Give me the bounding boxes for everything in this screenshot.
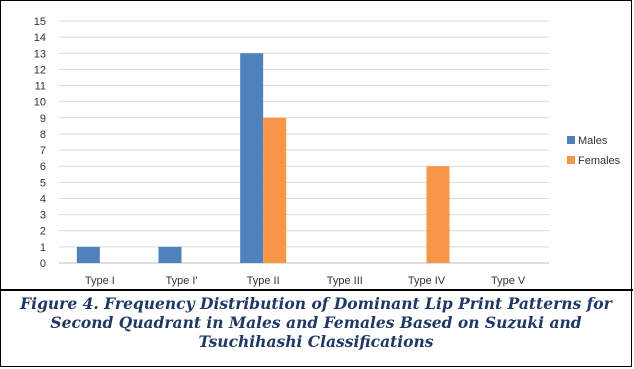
bar-males-0 xyxy=(76,246,100,263)
y-tick-label-14: 14 xyxy=(34,32,46,44)
y-tick-label-3: 3 xyxy=(40,210,46,222)
x-tick-label-3: Type III xyxy=(327,275,363,287)
y-tick-label-12: 12 xyxy=(34,64,46,76)
legend-label-females: Females xyxy=(578,155,621,167)
bar-females-2 xyxy=(263,117,287,263)
y-tick-label-10: 10 xyxy=(34,97,46,109)
y-tick-label-7: 7 xyxy=(40,145,46,157)
caption-line-2: Second Quadrant in Males and Females Bas… xyxy=(50,313,582,332)
x-tick-label-0: Type I xyxy=(85,275,115,287)
bar-females-4 xyxy=(426,166,450,263)
y-tick-label-6: 6 xyxy=(40,161,46,173)
bar-males-1 xyxy=(158,246,182,263)
y-tick-label-8: 8 xyxy=(40,129,46,141)
figure-caption: Figure 4. Frequency Distribution of Domi… xyxy=(5,294,627,351)
y-tick-label-1: 1 xyxy=(40,242,46,254)
caption-line-1: Figure 4. Frequency Distribution of Domi… xyxy=(20,294,612,313)
y-tick-label-4: 4 xyxy=(40,193,46,205)
caption-line-3: Tsuchihashi Classifications xyxy=(198,332,434,351)
legend-label-males: Males xyxy=(578,135,608,147)
y-tick-label-15: 15 xyxy=(34,16,46,28)
y-tick-label-2: 2 xyxy=(40,226,46,238)
x-tick-label-4: Type IV xyxy=(408,275,446,287)
legend-swatch-males xyxy=(567,136,575,144)
chart-container: 0 1 2 3 4 5 6 7 8 9 10 11 12 13 14 15 Type I Type I' Type … xyxy=(1,1,633,291)
x-tick-label-5: Type V xyxy=(491,275,526,287)
x-tick-label-1: Type I' xyxy=(165,275,197,287)
y-tick-label-13: 13 xyxy=(34,48,46,60)
y-tick-label-11: 11 xyxy=(35,81,46,93)
x-tick-label-2: Type II xyxy=(247,275,280,287)
y-tick-label-5: 5 xyxy=(40,177,46,189)
y-tick-label-0: 0 xyxy=(40,258,46,270)
bar-males-2 xyxy=(240,53,264,264)
legend-swatch-females xyxy=(567,156,575,164)
y-tick-label-9: 9 xyxy=(40,113,46,125)
